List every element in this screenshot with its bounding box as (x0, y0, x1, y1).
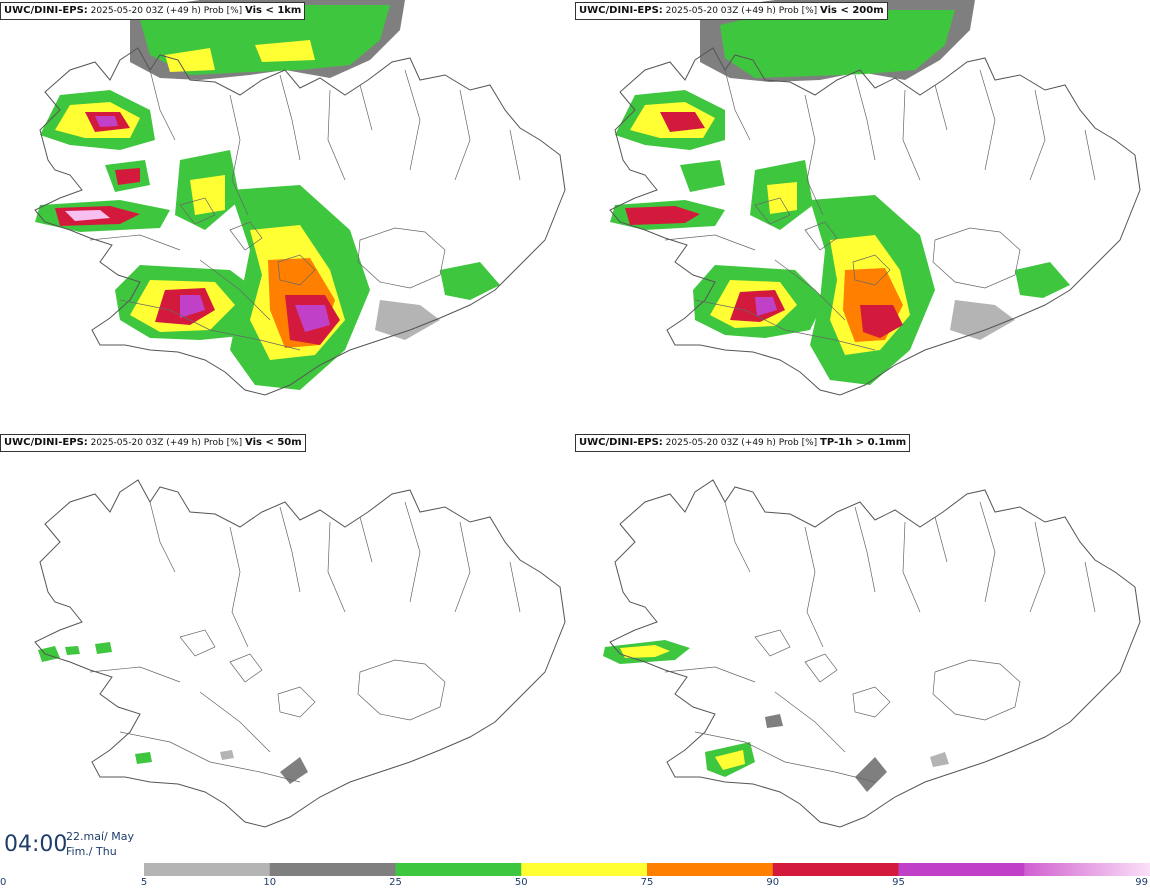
map-panel-vis-200m: UWC/DINI-EPS: 2025-05-20 03Z (+49 h) Pro… (575, 0, 1150, 430)
colorbar-ticks: 0 5 10 25 50 75 90 95 99 (0, 876, 1150, 891)
run-info: 2025-05-20 03Z (+49 h) Prob [%] (665, 438, 818, 448)
prob-shading (35, 0, 500, 390)
probability-map (34, 479, 566, 828)
run-info: 2025-05-20 03Z (+49 h) Prob [%] (90, 6, 243, 16)
colorbar-bin-50-75 (521, 863, 648, 876)
prob-shading (610, 0, 1070, 385)
prob-shading (38, 642, 308, 784)
panel-title: UWC/DINI-EPS: 2025-05-20 03Z (+49 h) Pro… (575, 434, 911, 452)
colorbar-bin-5-10 (144, 863, 271, 876)
model-label: UWC/DINI-EPS (4, 5, 84, 16)
colorbar-tick-0: 0 (0, 877, 7, 888)
run-info: 2025-05-20 03Z (+49 h) Prob [%] (90, 438, 243, 448)
colorbar-tick-50: 50 (514, 877, 528, 888)
valid-time: 04:00 (4, 832, 68, 857)
title-separator: : (658, 437, 663, 448)
probability-colorbar (144, 863, 1150, 876)
valid-time-box: 04:00 22.maí/ May Fim./ Thu (2, 828, 142, 862)
model-label: UWC/DINI-EPS (579, 437, 659, 448)
colorbar-bin-10-25 (269, 863, 396, 876)
colorbar-tick-10: 10 (263, 877, 277, 888)
threshold-label: Vis < 200m (820, 5, 884, 16)
colorbar-tick-5: 5 (140, 877, 148, 888)
title-separator: : (83, 437, 88, 448)
colorbar-tick-25: 25 (389, 877, 402, 888)
threshold-label: TP-1h > 0.1mm (820, 437, 907, 448)
panel-title: UWC/DINI-EPS: 2025-05-20 03Z (+49 h) Pro… (0, 434, 306, 452)
valid-date-line2: Fim./ Thu (66, 845, 117, 858)
map-panel-vis-1km: UWC/DINI-EPS: 2025-05-20 03Z (+49 h) Pro… (0, 0, 575, 430)
colorbar-tick-90: 90 (766, 877, 780, 888)
colorbar-bin-99-100 (1024, 863, 1150, 876)
colorbar-bin-25-50 (395, 863, 522, 876)
valid-date-line1: 22.maí/ May (66, 830, 134, 843)
colorbar-tick-95: 95 (892, 877, 905, 888)
model-label: UWC/DINI-EPS (579, 5, 659, 16)
colorbar-tick-99: 99 (1135, 877, 1148, 888)
title-separator: : (83, 5, 88, 16)
probability-map (603, 479, 1141, 828)
prob-shading (603, 640, 949, 792)
colorbar-bin-75-90 (647, 863, 774, 876)
probability-map (609, 0, 1141, 396)
colorbar-bin-95-99 (898, 863, 1025, 876)
map-panel-vis-50m: UWC/DINI-EPS: 2025-05-20 03Z (+49 h) Pro… (0, 432, 575, 862)
probability-map (34, 0, 566, 396)
title-separator: : (658, 5, 663, 16)
panel-title: UWC/DINI-EPS: 2025-05-20 03Z (+49 h) Pro… (575, 2, 888, 20)
run-info: 2025-05-20 03Z (+49 h) Prob [%] (665, 6, 818, 16)
colorbar-tick-75: 75 (640, 877, 654, 888)
panel-title: UWC/DINI-EPS: 2025-05-20 03Z (+49 h) Pro… (0, 2, 306, 20)
map-panel-tp-1h: UWC/DINI-EPS: 2025-05-20 03Z (+49 h) Pro… (575, 432, 1150, 862)
colorbar-bin-90-95 (772, 863, 899, 876)
threshold-label: Vis < 50m (245, 437, 302, 448)
threshold-label: Vis < 1km (245, 5, 302, 16)
model-label: UWC/DINI-EPS (4, 437, 84, 448)
